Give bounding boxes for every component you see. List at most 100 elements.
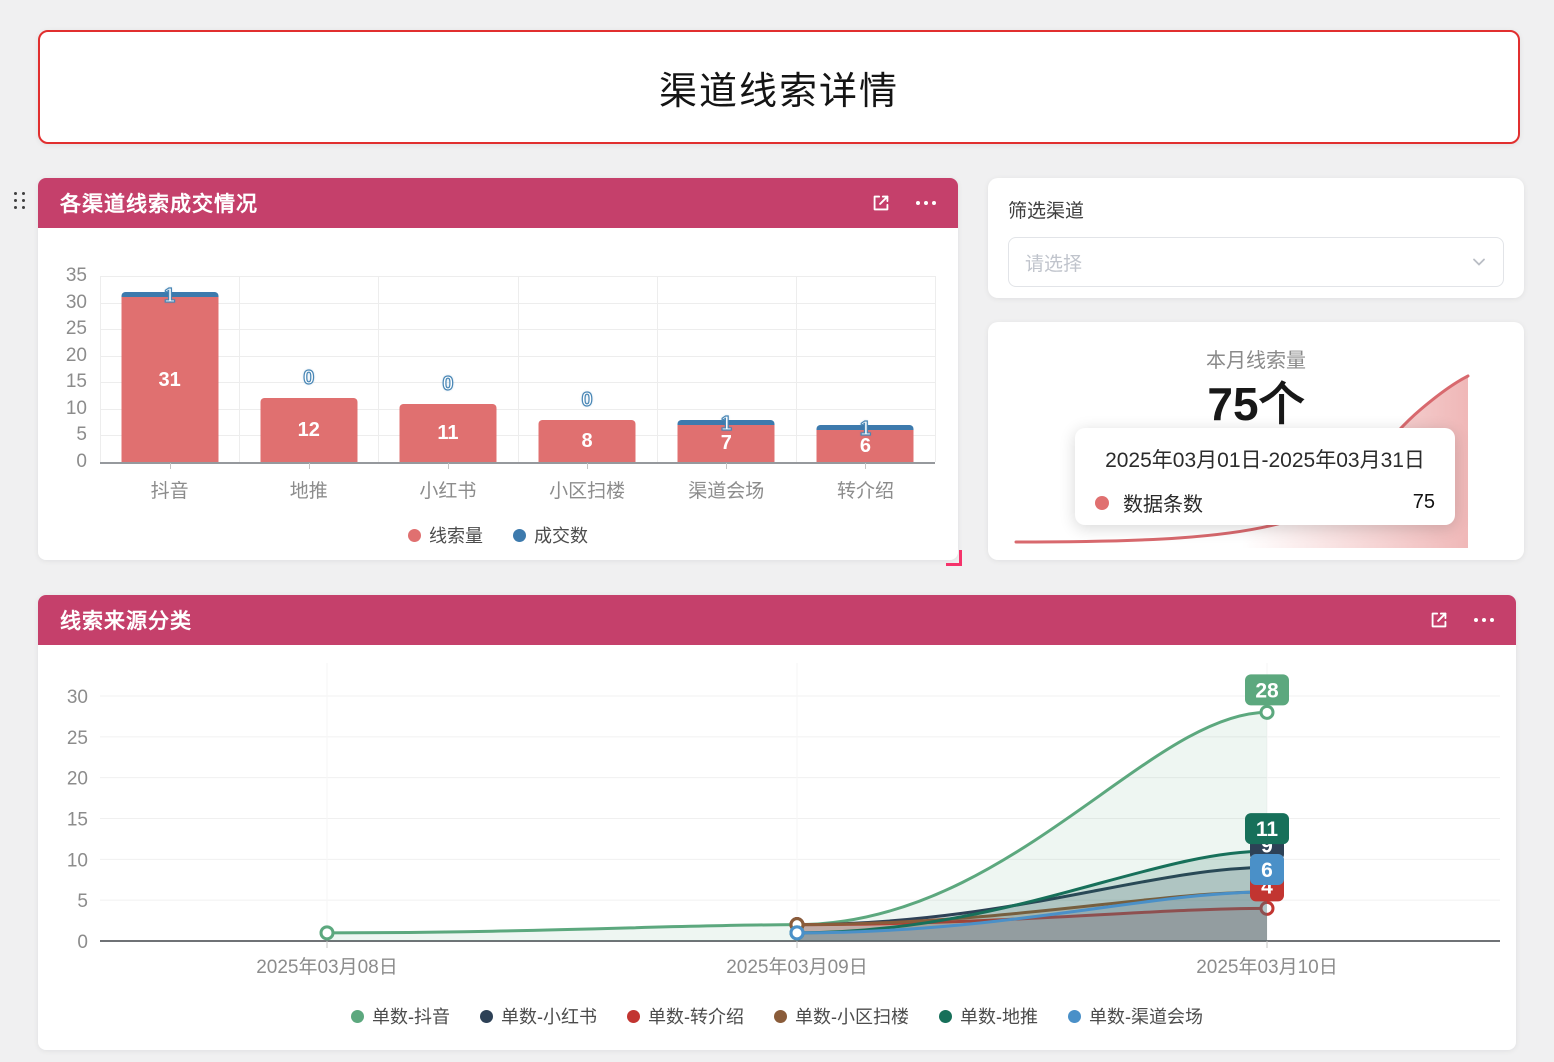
legend-dot bbox=[480, 1009, 493, 1023]
gridline bbox=[795, 276, 797, 462]
y-axis-tick-label: 35 bbox=[65, 265, 87, 286]
line-chart-legend: 单数-抖音 单数-小红书 单数-转介绍 单数-小区扫楼 单数-地推 单数-渠道会场 bbox=[38, 1003, 1516, 1029]
bar-value-label: 12 bbox=[297, 419, 320, 442]
data-point[interactable] bbox=[1259, 704, 1275, 720]
y-axis-tick-label: 25 bbox=[65, 318, 87, 340]
deal-value-label: 1 bbox=[859, 417, 871, 440]
bar-segment-deals[interactable] bbox=[677, 419, 775, 425]
x-axis-label: 2025年03月10日 bbox=[1196, 956, 1338, 978]
x-axis-label: 小区扫楼 bbox=[549, 481, 626, 502]
bar-segment-leads[interactable] bbox=[538, 419, 636, 462]
x-axis-tick bbox=[447, 463, 449, 469]
tooltip-date-range: 2025年03月01日-2025年03月31日 bbox=[1105, 449, 1425, 472]
y-axis-tick-label: 5 bbox=[76, 424, 87, 446]
bar[interactable]: 31 1 bbox=[121, 284, 219, 462]
data-point[interactable] bbox=[789, 925, 805, 941]
drag-handle-icon[interactable] bbox=[14, 192, 26, 209]
y-axis-tick-label: 30 bbox=[65, 291, 87, 313]
x-axis-label: 2025年03月08日 bbox=[256, 956, 398, 978]
line-chart-card: 线索来源分类 0 5 10 15 20 25 30 2025年03月08日 2025年03月09… bbox=[38, 595, 1516, 1050]
stats-tooltip: 2025年03月01日-2025年03月31日 数据条数 75 bbox=[1075, 428, 1455, 525]
series-area-单数-转介绍 bbox=[797, 908, 1267, 941]
x-axis-label: 渠道会场 bbox=[688, 481, 765, 502]
legend-item-线索量[interactable]: 线索量 bbox=[408, 522, 483, 548]
legend-dot bbox=[408, 528, 421, 542]
series-line-单数-地推[interactable] bbox=[795, 849, 1269, 935]
bar-chart-legend: 线索量 成交数 bbox=[38, 522, 958, 548]
y-axis-tick-label: 30 bbox=[67, 687, 88, 708]
open-in-new-icon[interactable] bbox=[1428, 609, 1450, 631]
resize-handle[interactable] bbox=[946, 550, 962, 566]
bar-segment-deals[interactable] bbox=[121, 291, 219, 298]
series-line-单数-渠道会场[interactable] bbox=[795, 890, 1269, 935]
data-point[interactable] bbox=[319, 925, 335, 941]
legend-label: 单数-转介绍 bbox=[648, 1007, 744, 1027]
end-value-badge-单数-渠道会场: 6 bbox=[1250, 854, 1284, 885]
bar-value-label: 11 bbox=[437, 421, 459, 444]
legend-label: 单数-小红书 bbox=[501, 1007, 597, 1027]
open-in-new-icon[interactable] bbox=[870, 192, 892, 214]
legend-item-单数-渠道会场[interactable]: 单数-渠道会场 bbox=[1068, 1003, 1203, 1029]
legend-item-单数-地推[interactable]: 单数-地推 bbox=[939, 1003, 1038, 1029]
y-axis-tick-label: 15 bbox=[67, 810, 88, 831]
legend-item-单数-转介绍[interactable]: 单数-转介绍 bbox=[627, 1003, 744, 1029]
legend-item-成交数[interactable]: 成交数 bbox=[513, 522, 588, 548]
select-placeholder: 请选择 bbox=[1025, 253, 1083, 275]
y-axis-tick-label: 20 bbox=[67, 769, 88, 790]
legend-dot bbox=[627, 1009, 640, 1023]
bar-segment-leads[interactable] bbox=[260, 398, 358, 462]
bar-category-抖音: 31 1 bbox=[100, 276, 239, 462]
y-axis-tick-label: 5 bbox=[77, 891, 88, 912]
legend-label: 线索量 bbox=[429, 526, 483, 546]
x-axis-label: 小红书 bbox=[419, 481, 477, 502]
bar-segment-leads[interactable] bbox=[121, 297, 219, 462]
bar-segment-leads[interactable] bbox=[399, 403, 497, 462]
bar[interactable]: 11 0 bbox=[399, 372, 497, 462]
bar-segment-leads[interactable] bbox=[816, 430, 914, 462]
series-area-单数-地推 bbox=[797, 851, 1267, 941]
y-axis-tick-label: 20 bbox=[65, 344, 87, 366]
gridline bbox=[239, 276, 241, 462]
legend-item-单数-小区扫楼[interactable]: 单数-小区扫楼 bbox=[774, 1003, 909, 1029]
legend-label: 单数-小区扫楼 bbox=[795, 1007, 909, 1027]
x-axis-tick bbox=[865, 463, 867, 469]
bar[interactable]: 12 0 bbox=[260, 367, 358, 462]
bar-chart-card: 各渠道线索成交情况 0 5 10 15 20 25 30 35 31 1 12 0 11 0 8 0 7 1 6 1 … bbox=[38, 178, 962, 566]
bar-x-axis-labels: 抖音 地推 小红书 小区扫楼 渠道会场 转介绍 bbox=[100, 476, 935, 503]
stats-value: 75个 bbox=[1207, 378, 1305, 430]
x-axis-label: 抖音 bbox=[150, 481, 189, 502]
legend-item-单数-抖音[interactable]: 单数-抖音 bbox=[351, 1003, 450, 1029]
bar-segment-deals[interactable] bbox=[816, 424, 914, 431]
legend-dot bbox=[774, 1009, 787, 1023]
gridline bbox=[656, 276, 658, 462]
ellipsis-icon[interactable] bbox=[1474, 614, 1494, 626]
gridline bbox=[517, 276, 519, 462]
y-axis-tick-label: 0 bbox=[76, 451, 87, 472]
channel-select[interactable]: 请选择 bbox=[1008, 237, 1504, 287]
x-axis-tick bbox=[308, 463, 310, 469]
ellipsis-icon[interactable] bbox=[916, 197, 936, 209]
end-value-badge-单数-抖音: 28 bbox=[1245, 674, 1289, 706]
line-plot-area: 0 5 10 15 20 25 30 2025年03月08日 2025年03月09日 2025年0… bbox=[67, 663, 1500, 978]
filter-card: 筛选渠道 请选择 bbox=[988, 178, 1524, 298]
x-axis-label: 2025年03月09日 bbox=[726, 956, 868, 978]
legend-dot bbox=[513, 528, 526, 542]
bar-segment-leads[interactable] bbox=[677, 424, 775, 462]
bar-category-地推: 12 0 bbox=[239, 276, 378, 462]
tooltip-series-row: 数据条数 75 bbox=[1095, 488, 1435, 517]
x-axis-label: 地推 bbox=[289, 481, 328, 502]
legend-label: 单数-渠道会场 bbox=[1089, 1007, 1203, 1027]
legend-dot bbox=[939, 1009, 952, 1023]
data-point[interactable] bbox=[1259, 900, 1275, 916]
legend-item-单数-小红书[interactable]: 单数-小红书 bbox=[480, 1003, 597, 1029]
bar-value-label: 31 bbox=[158, 368, 181, 391]
tooltip-series-value: 75 bbox=[1412, 491, 1435, 513]
monthly-leads-card: 本月线索量 75个 2025年03月01日-2025年03月31日 数据条数 7… bbox=[988, 322, 1524, 560]
x-axis-label: 转介绍 bbox=[836, 481, 894, 502]
